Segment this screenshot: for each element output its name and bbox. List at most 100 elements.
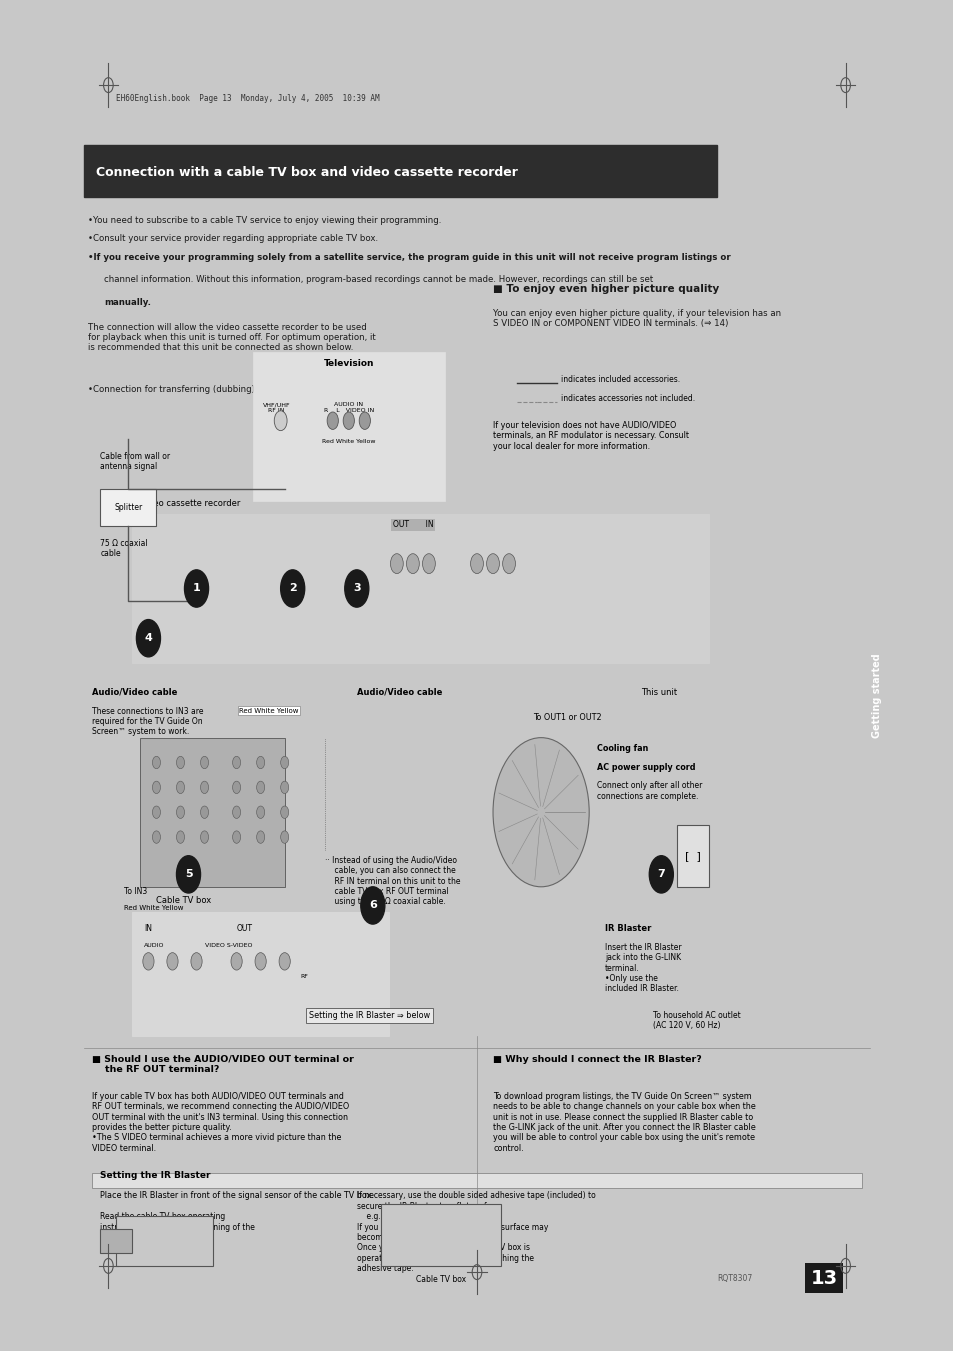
Text: OUT: OUT (236, 924, 253, 934)
Text: Red White Yellow: Red White Yellow (124, 905, 184, 912)
Circle shape (327, 412, 338, 430)
Bar (380, 1204, 500, 1266)
Bar (76, 54, 877, 135)
Circle shape (231, 952, 242, 970)
Bar (132, 513, 709, 663)
Text: Cable from wall or
antenna signal: Cable from wall or antenna signal (100, 451, 171, 471)
Circle shape (200, 757, 209, 769)
Text: •Connection for transferring (dubbing) from video tape (⇒ 14): •Connection for transferring (dubbing) f… (89, 385, 356, 393)
Bar (100, 489, 156, 527)
Circle shape (390, 554, 403, 574)
Text: 3: 3 (353, 584, 360, 593)
Circle shape (360, 886, 384, 924)
Text: Red White Yellow: Red White Yellow (238, 708, 298, 713)
Text: Connect only after all other
connections are complete.: Connect only after all other connections… (597, 781, 701, 801)
Text: If your cable TV box has both AUDIO/VIDEO OUT terminals and
RF OUT terminals, we: If your cable TV box has both AUDIO/VIDE… (92, 1092, 349, 1152)
Text: VHF/UHF
RF IN: VHF/UHF RF IN (263, 403, 290, 413)
Circle shape (343, 412, 354, 430)
Circle shape (256, 831, 264, 843)
Circle shape (176, 807, 184, 819)
Circle shape (256, 781, 264, 793)
Circle shape (176, 757, 184, 769)
Text: 5: 5 (185, 869, 193, 880)
Text: Audio/Video cable: Audio/Video cable (92, 688, 177, 697)
Circle shape (280, 807, 289, 819)
Text: indicates included accessories.: indicates included accessories. (560, 376, 679, 384)
Circle shape (256, 807, 264, 819)
Text: ■ Why should I connect the IR Blaster?: ■ Why should I connect the IR Blaster? (493, 1055, 701, 1063)
Bar (92, 1173, 861, 1188)
Text: Getting started: Getting started (871, 654, 881, 738)
Circle shape (143, 952, 153, 970)
Circle shape (191, 952, 202, 970)
Text: ■ Should I use the AUDIO/VIDEO OUT terminal or
    the RF OUT terminal?: ■ Should I use the AUDIO/VIDEO OUT termi… (92, 1055, 354, 1074)
Bar (84, 145, 717, 197)
Text: This unit: This unit (640, 688, 677, 697)
Text: Read the cable TV box operating
instructions regarding positioning of the
signal: Read the cable TV box operating instruct… (100, 1212, 255, 1242)
Text: Insert the IR Blaster
jack into the G-LINK
terminal.
•Only use the
included IR B: Insert the IR Blaster jack into the G-LI… (604, 943, 681, 993)
Text: Video cassette recorder: Video cassette recorder (140, 499, 240, 508)
Circle shape (254, 952, 266, 970)
Circle shape (280, 781, 289, 793)
Text: 1: 1 (193, 584, 200, 593)
Text: channel information. Without this information, program-based recordings cannot b: channel information. Without this inform… (104, 276, 653, 284)
Text: AC power supply cord: AC power supply cord (597, 762, 695, 771)
Circle shape (200, 781, 209, 793)
Text: EH60English.book  Page 13  Monday, July 4, 2005  10:39 AM: EH60English.book Page 13 Monday, July 4,… (116, 95, 379, 103)
Text: Audio/Video cable: Audio/Video cable (356, 688, 441, 697)
Bar (140, 738, 284, 886)
Circle shape (406, 554, 419, 574)
Bar (677, 824, 709, 886)
Text: If your television does not have AUDIO/VIDEO
terminals, an RF modulator is neces: If your television does not have AUDIO/V… (493, 420, 688, 450)
Text: manually.: manually. (104, 297, 152, 307)
Text: IR Blaster: IR Blaster (604, 924, 651, 934)
Text: 13: 13 (810, 1269, 837, 1288)
Circle shape (344, 570, 369, 607)
Bar (132, 725, 733, 900)
Bar (116, 1216, 213, 1266)
Text: To OUT1 or OUT2: To OUT1 or OUT2 (533, 713, 601, 721)
Text: AUDIO: AUDIO (144, 943, 165, 948)
Circle shape (200, 831, 209, 843)
Text: Setting the IR Blaster ⇒ below: Setting the IR Blaster ⇒ below (309, 1011, 430, 1020)
Text: •Consult your service provider regarding appropriate cable TV box.: •Consult your service provider regarding… (89, 234, 378, 243)
Circle shape (486, 554, 499, 574)
Circle shape (176, 781, 184, 793)
Text: Splitter: Splitter (114, 503, 142, 512)
Text: If necessary, use the double sided adhesive tape (included) to
secure the IR Bla: If necessary, use the double sided adhes… (356, 1192, 595, 1273)
Text: ■ To enjoy even higher picture quality: ■ To enjoy even higher picture quality (493, 284, 719, 295)
Text: 4: 4 (144, 634, 152, 643)
Text: To download program listings, the TV Guide On Screen™ system
needs to be able to: To download program listings, the TV Gui… (493, 1092, 755, 1152)
Text: OUT       IN: OUT IN (393, 520, 433, 530)
Circle shape (167, 952, 178, 970)
Text: RF: RF (300, 974, 308, 979)
Circle shape (470, 554, 483, 574)
Circle shape (233, 781, 240, 793)
Circle shape (176, 855, 200, 893)
Text: [  ]: [ ] (684, 851, 700, 861)
Text: indicates accessories not included.: indicates accessories not included. (560, 394, 695, 403)
Text: IN: IN (144, 924, 152, 934)
Text: You can enjoy even higher picture quality, if your television has an
S VIDEO IN : You can enjoy even higher picture qualit… (493, 309, 781, 328)
Text: •You need to subscribe to a cable TV service to enjoy viewing their programming.: •You need to subscribe to a cable TV ser… (89, 216, 441, 224)
Text: The connection will allow the video cassette recorder to be used
for playback wh: The connection will allow the video cass… (89, 323, 375, 353)
Circle shape (152, 757, 160, 769)
Text: 75 Ω coaxial
cable: 75 Ω coaxial cable (100, 539, 148, 558)
Bar (253, 353, 444, 501)
Circle shape (152, 831, 160, 843)
Text: To IN3: To IN3 (124, 886, 148, 896)
Text: Red White Yellow: Red White Yellow (322, 439, 375, 444)
Text: These connections to IN3 are
required for the TV Guide On
Screen™ system to work: These connections to IN3 are required fo… (92, 707, 204, 736)
Text: To household AC outlet
(AC 120 V, 60 Hz): To household AC outlet (AC 120 V, 60 Hz) (653, 1011, 740, 1031)
Text: Connection with a cable TV box and video cassette recorder: Connection with a cable TV box and video… (96, 166, 517, 178)
Circle shape (649, 855, 673, 893)
Circle shape (233, 757, 240, 769)
Text: Cooling fan: Cooling fan (597, 744, 648, 753)
Circle shape (152, 781, 160, 793)
Circle shape (233, 831, 240, 843)
Circle shape (280, 570, 304, 607)
Circle shape (274, 411, 287, 431)
Text: 2: 2 (289, 584, 296, 593)
Circle shape (359, 412, 370, 430)
Circle shape (280, 831, 289, 843)
